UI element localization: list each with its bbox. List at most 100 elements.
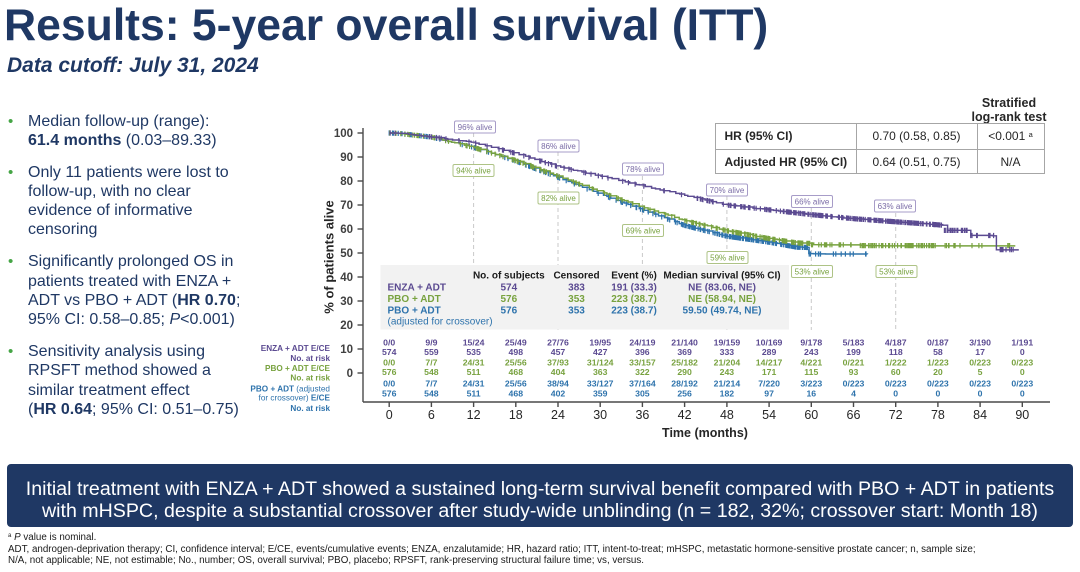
svg-text:25/56: 25/56 [505,358,527,368]
svg-text:191 (33.3): 191 (33.3) [611,283,657,294]
svg-text:0: 0 [347,368,353,380]
svg-text:468: 468 [509,367,524,377]
svg-text:Median survival (95% CI): Median survival (95% CI) [663,271,780,282]
svg-text:548: 548 [424,367,439,377]
svg-text:30: 30 [340,296,353,308]
svg-text:1/191: 1/191 [1011,338,1033,348]
svg-text:93: 93 [849,367,859,377]
svg-text:72: 72 [889,408,903,422]
svg-text:No. at risk: No. at risk [290,354,330,363]
svg-text:40: 40 [340,272,353,284]
svg-text:404: 404 [551,367,566,377]
svg-text:96% alive: 96% alive [458,123,493,132]
svg-text:48: 48 [720,408,734,422]
svg-text:PBO + ADT: PBO + ADT [388,294,441,305]
svg-text:27/76: 27/76 [547,338,569,348]
svg-text:69% alive: 69% alive [626,227,661,236]
svg-text:59.50 (49.74, NE): 59.50 (49.74, NE) [683,306,762,317]
svg-text:Event (%): Event (%) [611,271,657,282]
svg-text:353: 353 [568,306,585,317]
svg-text:24/119: 24/119 [629,338,655,348]
svg-text:60: 60 [340,224,353,236]
svg-text:0/223: 0/223 [969,358,991,368]
svg-text:7/7: 7/7 [425,379,437,389]
svg-text:0/0: 0/0 [383,338,395,348]
svg-text:548: 548 [424,389,439,399]
svg-text:28/192: 28/192 [671,379,698,389]
svg-text:0: 0 [1020,367,1025,377]
svg-text:576: 576 [382,367,397,377]
svg-text:9/178: 9/178 [800,338,822,348]
svg-text:10/169: 10/169 [756,338,783,348]
svg-text:97: 97 [764,389,774,399]
svg-text:118: 118 [889,347,903,357]
svg-text:53% alive: 53% alive [795,268,830,277]
svg-text:535: 535 [466,347,481,357]
svg-text:457: 457 [551,347,566,357]
svg-text:53% alive: 53% alive [879,268,914,277]
svg-text:25/182: 25/182 [671,358,698,368]
svg-text:30: 30 [593,408,607,422]
svg-text:0/221: 0/221 [843,358,865,368]
svg-text:PBO + ADT E/CE: PBO + ADT E/CE [265,364,331,373]
svg-text:24/31: 24/31 [463,379,485,389]
svg-text:0/0: 0/0 [383,379,395,389]
svg-text:54: 54 [762,408,776,422]
svg-text:0: 0 [1020,389,1025,399]
svg-text:% of patients alive: % of patients alive [322,200,337,313]
svg-text:25/56: 25/56 [505,379,527,389]
svg-text:0: 0 [893,389,898,399]
svg-text:42: 42 [678,408,692,422]
svg-text:NE (83.06, NE): NE (83.06, NE) [688,283,756,294]
svg-text:383: 383 [568,283,585,294]
svg-text:37/93: 37/93 [547,358,569,368]
svg-text:Censored: Censored [553,271,599,282]
svg-text:82% alive: 82% alive [541,194,576,203]
svg-text:No. at risk: No. at risk [290,404,330,413]
svg-text:60: 60 [804,408,818,422]
svg-text:60: 60 [891,367,901,377]
svg-text:No. of subjects: No. of subjects [473,271,545,282]
svg-text:574: 574 [500,283,517,294]
svg-text:6: 6 [428,408,435,422]
svg-text:468: 468 [509,389,524,399]
svg-text:66% alive: 66% alive [795,198,830,207]
svg-text:559: 559 [424,347,439,357]
svg-text:20: 20 [340,320,353,332]
svg-text:50: 50 [340,248,353,260]
svg-text:94% alive: 94% alive [456,167,491,176]
svg-text:353: 353 [568,294,585,305]
svg-text:1/223: 1/223 [927,358,949,368]
svg-text:0/223: 0/223 [969,379,991,389]
svg-text:0/187: 0/187 [927,338,949,348]
svg-text:223 (38.7): 223 (38.7) [611,294,657,305]
svg-text:333: 333 [720,347,735,357]
svg-text:322: 322 [635,367,650,377]
svg-text:574: 574 [382,347,397,357]
svg-text:369: 369 [677,347,692,357]
svg-text:(adjusted for crossover): (adjusted for crossover) [388,317,493,328]
svg-text:24: 24 [551,408,565,422]
svg-text:37/164: 37/164 [629,379,656,389]
svg-text:78% alive: 78% alive [626,165,661,174]
svg-text:182: 182 [720,389,735,399]
svg-text:1/222: 1/222 [885,358,907,368]
svg-text:7/7: 7/7 [425,358,437,368]
svg-text:70: 70 [340,200,353,212]
svg-text:4/187: 4/187 [885,338,907,348]
svg-text:4/221: 4/221 [800,358,822,368]
svg-text:18: 18 [509,408,523,422]
svg-text:243: 243 [804,347,819,357]
svg-text:243: 243 [720,367,735,377]
svg-text:305: 305 [635,389,650,399]
svg-text:0/223: 0/223 [927,379,949,389]
svg-text:63% alive: 63% alive [878,202,913,211]
svg-text:0: 0 [978,389,983,399]
svg-text:NE (58.94, NE): NE (58.94, NE) [688,294,756,305]
svg-text:24/31: 24/31 [463,358,485,368]
svg-text:576: 576 [382,389,397,399]
svg-text:0/223: 0/223 [843,379,865,389]
svg-text:80: 80 [340,176,353,188]
svg-text:90: 90 [340,152,353,164]
svg-text:19/159: 19/159 [714,338,741,348]
